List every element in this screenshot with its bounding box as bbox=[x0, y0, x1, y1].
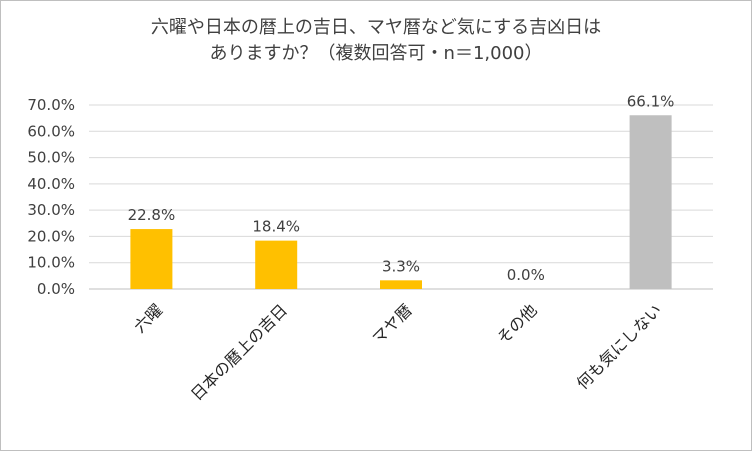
y-tick-label: 30.0% bbox=[27, 201, 75, 219]
x-tick-label: マヤ暦 bbox=[368, 300, 415, 347]
x-tick-label: 六曜 bbox=[130, 300, 166, 336]
chart-title-line-2: ありますか？（複数回答可・n＝1,000） bbox=[209, 43, 543, 64]
data-label: 0.0% bbox=[507, 266, 545, 284]
y-tick-label: 50.0% bbox=[27, 149, 75, 167]
bar bbox=[380, 280, 422, 289]
y-tick-label: 60.0% bbox=[27, 122, 75, 140]
y-tick-label: 20.0% bbox=[27, 227, 75, 245]
bar bbox=[629, 115, 672, 289]
data-label: 22.8% bbox=[128, 206, 176, 224]
y-tick-label: 40.0% bbox=[27, 175, 75, 193]
data-label: 3.3% bbox=[382, 257, 420, 275]
x-tick-label: 何も気にしない bbox=[573, 300, 666, 393]
bar bbox=[130, 229, 173, 289]
x-tick-label: 日本の暦上の吉日 bbox=[187, 300, 291, 404]
y-tick-label: 70.0% bbox=[27, 96, 75, 114]
y-tick-label: 10.0% bbox=[27, 254, 75, 272]
x-tick-label: その他 bbox=[493, 300, 540, 347]
y-tick-label: 0.0% bbox=[37, 280, 75, 298]
chart-title-line-1: 六曜や日本の暦上の吉日、マヤ暦など気にする吉凶日は bbox=[150, 17, 602, 38]
data-label: 18.4% bbox=[252, 218, 300, 236]
chart-title: 六曜や日本の暦上の吉日、マヤ暦など気にする吉凶日は ありますか？（複数回答可・n… bbox=[41, 15, 711, 67]
data-label: 66.1% bbox=[627, 92, 675, 110]
bar bbox=[255, 240, 298, 289]
